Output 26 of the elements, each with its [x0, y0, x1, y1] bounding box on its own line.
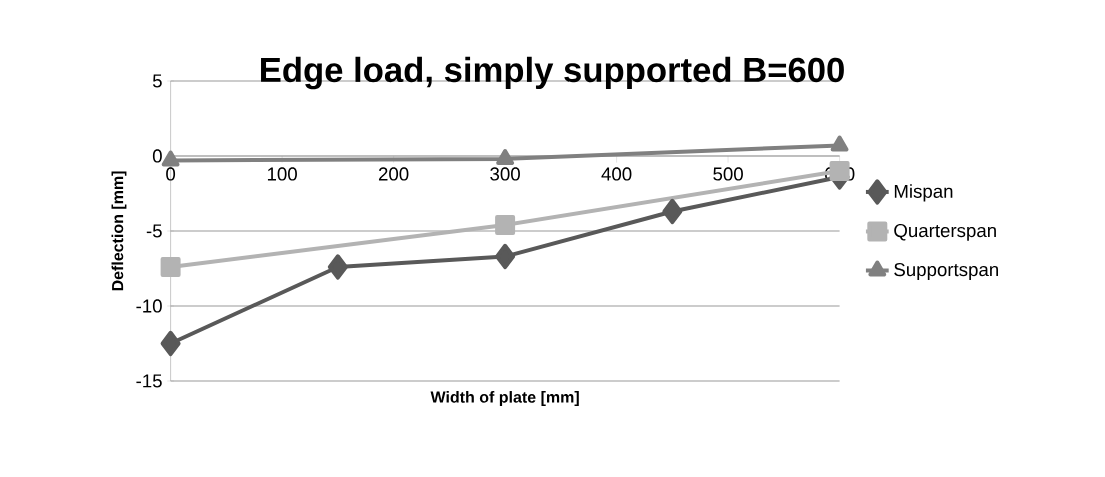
y-axis-title: Deflection [mm] — [111, 171, 127, 291]
x-axis-title: Width of plate [mm] — [430, 391, 579, 406]
x-tick-label: 200 — [378, 167, 409, 181]
point — [662, 198, 683, 225]
legend-label: Quarterspan — [894, 223, 996, 241]
x-tick-label: 400 — [601, 167, 632, 181]
y-tick-label: -15 — [136, 374, 162, 388]
point — [160, 330, 181, 357]
point — [327, 254, 348, 280]
legend-label: Mispan — [894, 184, 953, 202]
x-tick-label: 100 — [267, 167, 297, 181]
x-tick-label: 0 — [166, 167, 176, 181]
point — [161, 150, 180, 167]
point — [830, 135, 849, 152]
x-tick-label: 300 — [490, 167, 520, 181]
y-tick-label: 0 — [152, 149, 162, 163]
x-tick-label: 500 — [713, 167, 743, 181]
y-tick-label: -5 — [146, 224, 162, 238]
point — [495, 243, 516, 270]
y-tick-label: 5 — [152, 74, 162, 88]
point — [495, 214, 516, 235]
y-tick-label: -10 — [136, 299, 162, 313]
point — [496, 148, 515, 165]
chart-title: Edge load, simply supported B=600 — [261, 56, 844, 90]
legend-label: Supportspan — [894, 262, 998, 280]
point — [160, 256, 181, 277]
